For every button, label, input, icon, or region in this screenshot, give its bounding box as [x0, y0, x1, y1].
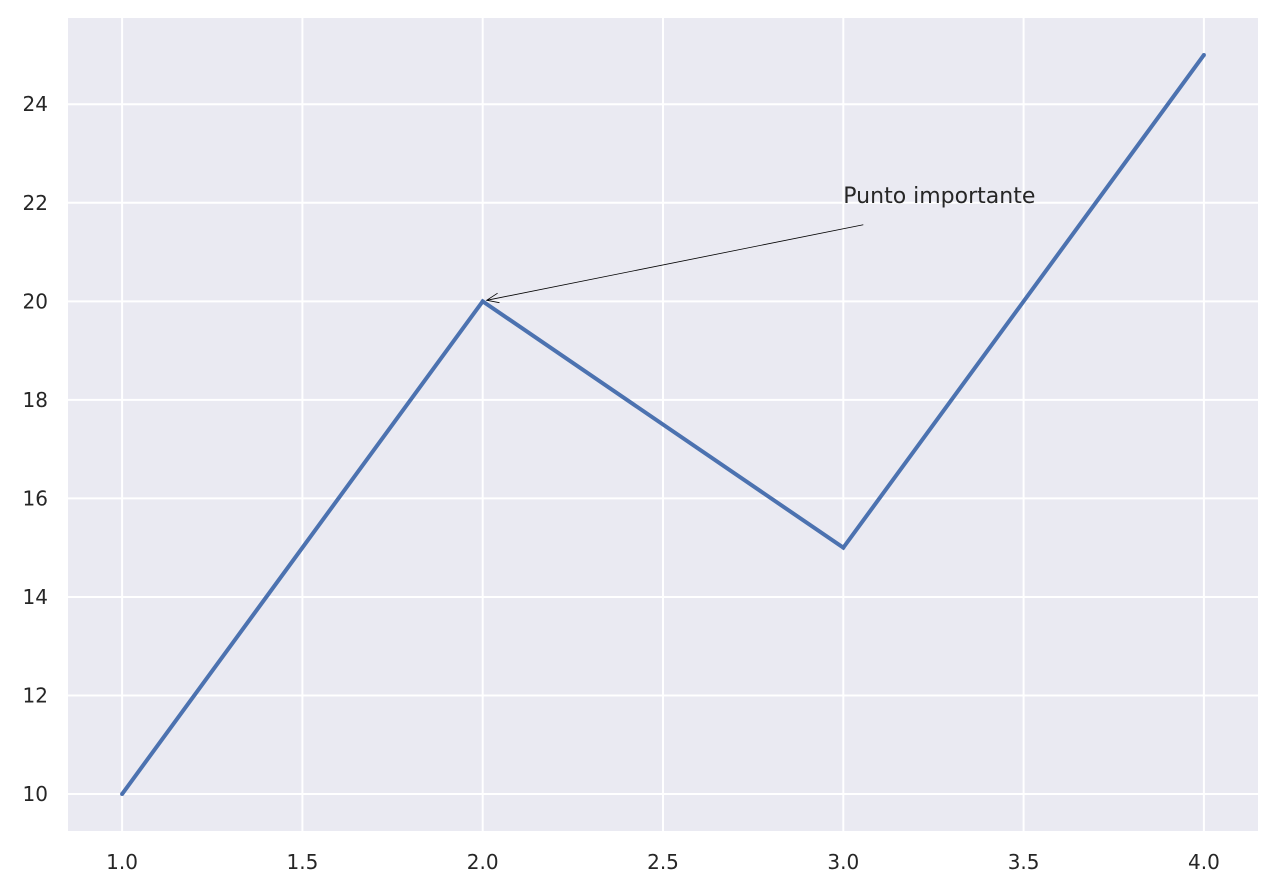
y-tick-label: 16	[23, 486, 48, 510]
x-tick-label: 1.5	[286, 850, 318, 874]
x-tick-label: 3.0	[827, 850, 859, 874]
x-tick-labels: 1.0 1.5 2.0 2.5 3.0 3.5 4.0	[106, 850, 1220, 874]
data-point	[841, 545, 846, 550]
x-tick-label: 3.5	[1008, 850, 1040, 874]
y-tick-label: 24	[23, 92, 48, 116]
series-points	[120, 52, 1206, 797]
data-point	[480, 299, 485, 304]
y-tick-label: 10	[23, 782, 48, 806]
y-tick-label: 20	[23, 289, 48, 313]
annotation-arrow-head	[485, 292, 500, 304]
x-tick-label: 2.0	[467, 850, 499, 874]
y-tick-label: 14	[23, 585, 48, 609]
x-tick-label: 2.5	[647, 850, 679, 874]
x-tick-label: 1.0	[106, 850, 138, 874]
y-tick-label: 18	[23, 388, 48, 412]
y-grid-lines	[68, 103, 1258, 796]
annotation-arrow	[486, 224, 864, 301]
data-point	[1201, 52, 1206, 57]
y-tick-label: 22	[23, 191, 48, 215]
y-tick-label: 12	[23, 684, 48, 708]
x-tick-label: 4.0	[1188, 850, 1220, 874]
annotation: Punto importante	[485, 184, 1035, 304]
data-point	[120, 792, 125, 797]
y-tick-labels: 10 12 14 16 18 20 22 24	[23, 92, 48, 806]
annotation-text: Punto importante	[843, 184, 1035, 209]
series-line	[120, 53, 1206, 796]
